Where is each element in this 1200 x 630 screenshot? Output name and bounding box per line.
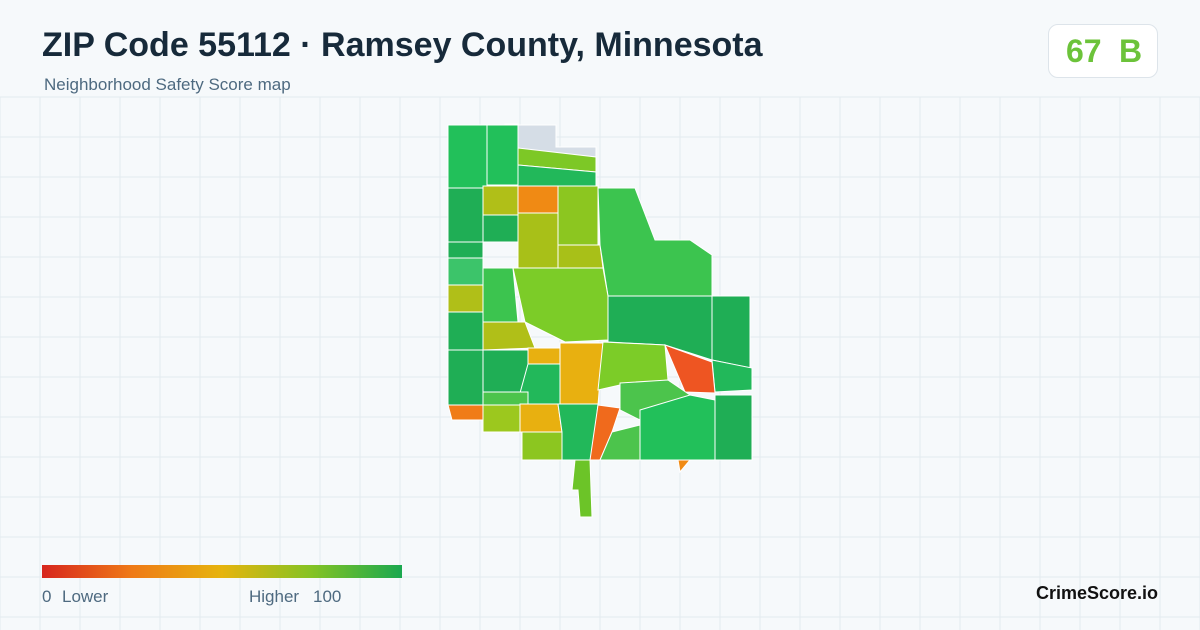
zip-area: [664, 344, 716, 394]
zip-area: [557, 244, 604, 269]
zip-area: [447, 284, 484, 313]
zip-area: [482, 267, 519, 323]
legend-low: Lower: [62, 587, 109, 606]
zip-area: [447, 257, 484, 286]
zip-area: [527, 347, 561, 365]
zip-area: [447, 349, 484, 406]
zip-area: [447, 404, 484, 421]
zip-area: [557, 185, 599, 246]
legend-bar: [42, 565, 402, 578]
zip-area: [447, 124, 488, 189]
zip-area: [677, 459, 692, 474]
zip-area: [482, 349, 529, 394]
zip-area: [597, 187, 713, 297]
grade: B: [1119, 33, 1143, 69]
zip-area: [519, 403, 563, 433]
zip-area: [447, 241, 484, 259]
zip-area: [559, 342, 604, 406]
legend-min: 0: [42, 587, 52, 606]
zip-area: [482, 185, 519, 216]
legend-high: Higher: [249, 587, 300, 606]
zip-area: [571, 459, 593, 518]
zip-area: [482, 214, 519, 243]
zip-area: [714, 394, 753, 461]
zip-area: [486, 124, 519, 186]
brand: CrimeScore.io: [1035, 583, 1158, 603]
zip-area: [711, 295, 751, 369]
zip-area: [482, 391, 529, 406]
zip-area: [607, 295, 713, 361]
zip-area: [482, 404, 521, 433]
zip-area: [517, 185, 559, 214]
zip-area: [447, 311, 484, 351]
subtitle: Neighborhood Safety Score map: [44, 75, 291, 94]
zip-area: [482, 321, 536, 351]
zip-area: [521, 431, 563, 461]
title: ZIP Code 55112 · Ramsey County, Minnesot…: [42, 26, 763, 64]
legend-max: 100: [313, 587, 342, 606]
score: 67: [1066, 33, 1102, 69]
zip-area: [517, 212, 559, 269]
zip-area: [447, 187, 484, 243]
score-badge: 67 B: [1048, 24, 1158, 78]
zip-areas: [447, 123, 753, 518]
